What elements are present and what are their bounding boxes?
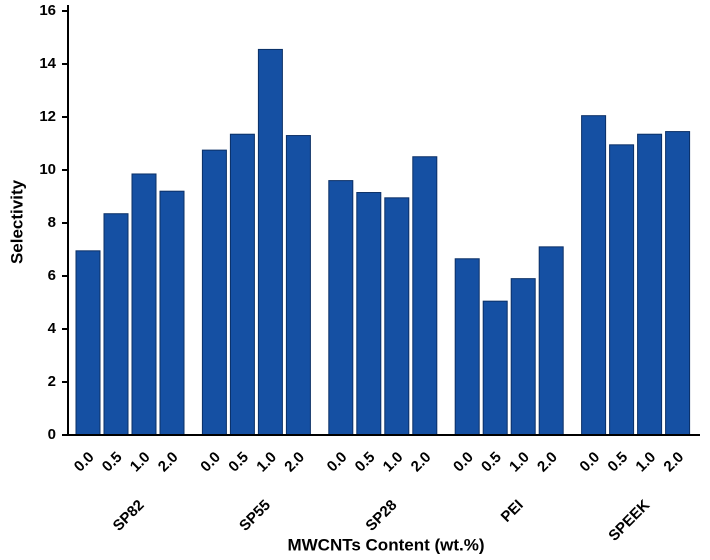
bar — [581, 115, 607, 436]
x-tick-label: 0.5 — [225, 449, 252, 476]
x-tick-label: 0.5 — [604, 449, 631, 476]
category-label: SP55 — [236, 497, 274, 535]
bar — [356, 192, 382, 436]
x-tick-label: 0.0 — [450, 449, 477, 476]
x-tick-label: 0.5 — [99, 449, 126, 476]
y-tick-label: 4 — [48, 320, 57, 337]
bar — [103, 213, 129, 436]
category-label: SP82 — [110, 497, 148, 535]
bar — [665, 131, 691, 436]
x-tick-label: 0.0 — [71, 449, 98, 476]
category-label: SP28 — [362, 497, 400, 535]
x-tick-label: 1.0 — [253, 449, 280, 476]
bar — [412, 156, 438, 436]
y-tick-label: 2 — [48, 373, 56, 390]
bar — [482, 300, 508, 436]
y-tick-label: 0 — [48, 426, 56, 443]
category-label: PEI — [498, 497, 527, 526]
x-tick-label: 2.0 — [534, 449, 561, 476]
bar — [201, 149, 227, 436]
x-tick-label: 0.5 — [352, 449, 379, 476]
y-tick-label: 14 — [39, 55, 56, 72]
bar — [538, 246, 564, 436]
x-tick-label: 0.5 — [478, 449, 505, 476]
y-tick-label: 6 — [48, 267, 56, 284]
bar — [131, 173, 157, 436]
x-tick-label: 0.0 — [197, 449, 224, 476]
x-axis-title: MWCNTs Content (wt.%) — [287, 535, 484, 554]
y-tick-label: 10 — [39, 161, 56, 178]
bar — [510, 278, 536, 436]
bar — [637, 133, 663, 436]
bar — [328, 180, 354, 436]
x-tick-label: 1.0 — [506, 449, 533, 476]
y-axis-title: Selectivity — [7, 179, 26, 264]
bar — [285, 135, 311, 436]
bar — [75, 250, 101, 436]
x-tick-label: 2.0 — [281, 449, 308, 476]
y-tick-label: 16 — [39, 2, 56, 19]
x-tick-label: 0.0 — [324, 449, 351, 476]
x-tick-label: 2.0 — [155, 449, 182, 476]
x-tick-label: 2.0 — [660, 449, 687, 476]
bar — [454, 258, 480, 436]
category-label: SPEEK — [605, 497, 653, 545]
x-tick-label: 1.0 — [127, 449, 154, 476]
bar — [384, 197, 410, 436]
x-tick-label: 2.0 — [408, 449, 435, 476]
bar — [159, 190, 185, 436]
y-tick-label: 8 — [48, 214, 56, 231]
x-tick-label: 1.0 — [632, 449, 659, 476]
x-tick-label: 1.0 — [380, 449, 407, 476]
x-tick-label: 0.0 — [576, 449, 603, 476]
bar — [257, 48, 283, 436]
bar — [229, 133, 255, 436]
bar — [609, 144, 635, 436]
y-tick-label: 12 — [39, 108, 56, 125]
